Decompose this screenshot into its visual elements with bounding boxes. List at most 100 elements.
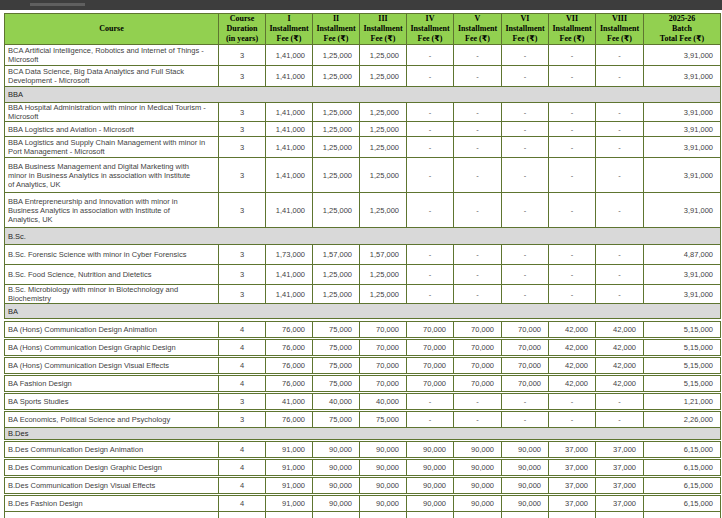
fee-table: Course Course Duration (in years) I Inst… xyxy=(4,13,721,518)
section-band-row: BA xyxy=(5,304,721,319)
installment-fee-1: 1,41,000 xyxy=(266,122,313,137)
course-duration: 3 xyxy=(219,103,266,122)
total-fee: 6,15,000 xyxy=(644,460,721,476)
installment-fee-3: 1,25,000 xyxy=(360,265,407,285)
installment-fee-4: - xyxy=(407,193,454,228)
total-fee: 6,15,000 xyxy=(644,478,721,494)
header-installment-4: IV Installment Fee (₹) xyxy=(407,14,454,45)
total-fee: 4,87,000 xyxy=(644,245,721,265)
header-installment-2: II Installment Fee (₹) xyxy=(313,14,360,45)
installment-fee-5: - xyxy=(454,158,502,193)
installment-fee-1: 1,41,000 xyxy=(266,158,313,193)
installment-fee-7: - xyxy=(549,245,596,265)
installment-fee-4: - xyxy=(407,66,454,87)
installment-fee-1: 91,000 xyxy=(266,496,313,512)
installment-fee-7: 37,000 xyxy=(549,460,596,476)
installment-fee-6: - xyxy=(502,103,549,122)
total-fee: 5,15,000 xyxy=(644,376,721,392)
installment-fee-7: 37,000 xyxy=(549,442,596,458)
installment-fee-3: 75,000 xyxy=(360,412,407,428)
installment-fee-6: 90,000 xyxy=(502,442,549,458)
course-name: BA (Hons) Communication Design Graphic D… xyxy=(5,340,219,356)
installment-fee-7: 37,000 xyxy=(549,496,596,512)
installment-fee-1: 91,000 xyxy=(266,460,313,476)
installment-fee-6: 70,000 xyxy=(502,340,549,356)
installment-fee-2: 1,25,000 xyxy=(313,137,360,158)
installment-fee-6: - xyxy=(502,158,549,193)
course-name: B.Des Communication Design Visual Effect… xyxy=(5,478,219,494)
course-duration: 4 xyxy=(219,460,266,476)
course-duration: 3 xyxy=(219,285,266,304)
course-duration: 4 xyxy=(219,358,266,374)
installment-fee-2: 1,25,000 xyxy=(313,45,360,66)
installment-fee-8: - xyxy=(596,122,644,137)
course-row: B.Des Communication Design Animation491,… xyxy=(5,442,721,458)
installment-fee-1: 76,000 xyxy=(266,376,313,392)
course-row: BBA Hospital Administration with minor i… xyxy=(5,103,721,122)
header-total-fee: 2025-26 Batch Total Fee (₹) xyxy=(644,14,721,45)
course-row: BA (Hons) Communication Design Visual Ef… xyxy=(5,358,721,374)
installment-fee-7: 37,000 xyxy=(549,478,596,494)
total-fee: 3,91,000 xyxy=(644,45,721,66)
total-fee: 3,91,000 xyxy=(644,265,721,285)
course-duration: 3 xyxy=(219,193,266,228)
course-row: B.Sc. Food Science, Nutrition and Dietet… xyxy=(5,265,721,285)
installment-fee-8: 42,000 xyxy=(596,358,644,374)
installment-fee-3: 1,25,000 xyxy=(360,137,407,158)
total-fee: 3,91,000 xyxy=(644,103,721,122)
total-fee: 3,91,000 xyxy=(644,285,721,304)
installment-fee-4: 90,000 xyxy=(407,478,454,494)
installment-fee-5: 70,000 xyxy=(454,322,502,338)
course-name: BCA Artificial Intelligence, Robotics an… xyxy=(5,45,219,66)
header-installment-3: III Installment Fee (₹) xyxy=(360,14,407,45)
total-fee: 6,15,000 xyxy=(644,442,721,458)
total-fee: 3,91,000 xyxy=(644,122,721,137)
installment-fee-1: 76,000 xyxy=(266,340,313,356)
course-duration: 3 xyxy=(219,265,266,285)
installment-fee-5: - xyxy=(454,265,502,285)
installment-fee-4: - xyxy=(407,122,454,137)
installment-fee-3: 1,25,000 xyxy=(360,193,407,228)
installment-fee-6: 90,000 xyxy=(502,478,549,494)
installment-fee-7: - xyxy=(549,265,596,285)
section-band-row: BBA xyxy=(5,87,721,103)
total-fee: 5,15,000 xyxy=(644,322,721,338)
course-row: BA Economics, Political Science and Psyc… xyxy=(5,412,721,428)
course-name: BA Economics, Political Science and Psyc… xyxy=(5,412,219,428)
installment-fee-3: 90,000 xyxy=(360,460,407,476)
total-fee: 3,91,000 xyxy=(644,66,721,87)
header-installment-1: I Installment Fee (₹) xyxy=(266,14,313,45)
installment-fee-2: 90,000 xyxy=(313,478,360,494)
installment-fee-3: 1,57,000 xyxy=(360,245,407,265)
installment-fee-1: 76,000 xyxy=(266,322,313,338)
course-row: B.Des Communication Design Graphic Desig… xyxy=(5,460,721,476)
course-row: BA Fashion Design476,00075,00070,00070,0… xyxy=(5,376,721,392)
installment-fee-8: - xyxy=(596,265,644,285)
installment-fee-3: 90,000 xyxy=(360,442,407,458)
installment-fee-1: 76,000 xyxy=(266,358,313,374)
installment-fee-6: - xyxy=(502,122,549,137)
installment-fee-1: 91,000 xyxy=(266,442,313,458)
installment-fee-1: 76,000 xyxy=(266,412,313,428)
installment-fee-4: - xyxy=(407,137,454,158)
installment-fee-7: - xyxy=(549,158,596,193)
installment-fee-5: 90,000 xyxy=(454,496,502,512)
installment-fee-1: 41,000 xyxy=(266,394,313,410)
installment-fee-2: 75,000 xyxy=(313,376,360,392)
course-row: BCA Data Science, Big Data Analytics and… xyxy=(5,66,721,87)
installment-fee-3: 1,25,000 xyxy=(360,103,407,122)
installment-fee-8: 37,000 xyxy=(596,460,644,476)
installment-fee-1: 1,41,000 xyxy=(266,66,313,87)
course-name: B.Des Communication Design Animation xyxy=(5,442,219,458)
installment-fee-8: - xyxy=(596,285,644,304)
installment-fee-5: 70,000 xyxy=(454,376,502,392)
installment-fee-8: 37,000 xyxy=(596,478,644,494)
installment-fee-7: - xyxy=(549,122,596,137)
installment-fee-5: - xyxy=(454,122,502,137)
installment-fee-4: - xyxy=(407,412,454,428)
course-name: B.Sc. Forensic Science with minor in Cyb… xyxy=(5,245,219,265)
installment-fee-1: 91,000 xyxy=(266,478,313,494)
installment-fee-6: 70,000 xyxy=(502,358,549,374)
installment-fee-2: 90,000 xyxy=(313,496,360,512)
installment-fee-3: 40,000 xyxy=(360,394,407,410)
